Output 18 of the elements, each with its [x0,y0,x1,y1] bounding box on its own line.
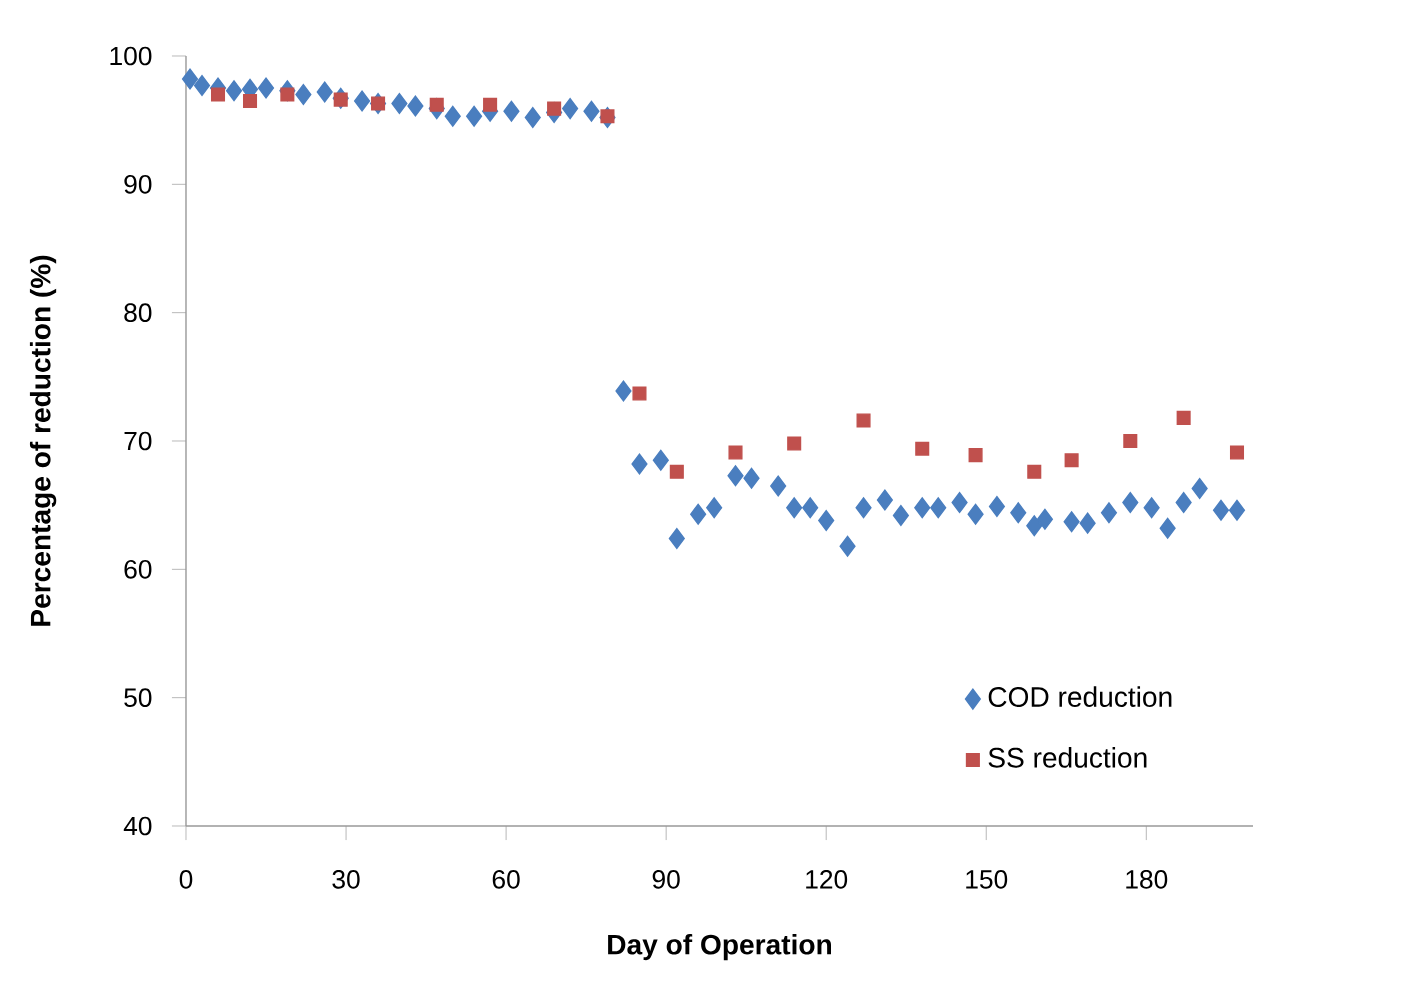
x-tick-label: 0 [179,870,193,889]
y-tick-label: 50 [124,688,152,708]
y-tick-label: 80 [124,303,152,323]
x-tick-label: 180 [1126,870,1168,889]
y-axis-title: Percentage of reduction (%) [29,255,57,626]
x-tick-label: 30 [332,870,360,889]
y-tick-label: 70 [124,431,152,451]
x-tick-label: 120 [806,870,848,889]
x-axis-title: Day of Operation [608,933,831,961]
legend-label: COD reduction [988,686,1172,707]
y-tick-label: 90 [124,174,152,194]
x-tick-label: 150 [966,870,1008,889]
y-tick-label: 60 [124,560,152,579]
y-tick-label: 40 [123,816,152,836]
legend-label: SS reduction [988,747,1147,768]
y-tick-label: 100 [110,46,152,66]
x-tick-label: 60 [492,870,520,889]
x-tick-label: 90 [652,870,680,889]
